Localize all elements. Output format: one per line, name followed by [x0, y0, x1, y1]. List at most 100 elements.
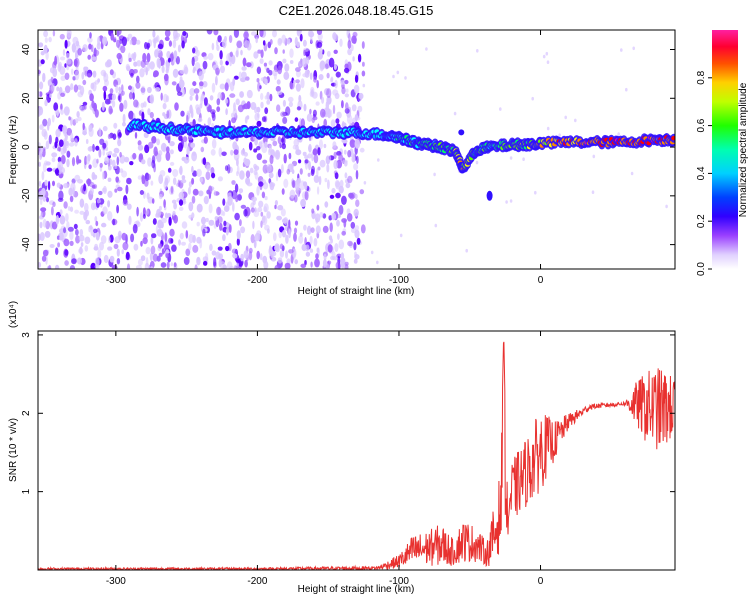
noise-speck [274, 149, 281, 160]
noise-speck [40, 207, 47, 213]
noise-speck [202, 81, 208, 88]
noise-speck [92, 143, 95, 153]
noise-speck [146, 209, 149, 216]
noise-speck [353, 208, 359, 217]
noise-speck [196, 236, 202, 244]
noise-speck [126, 263, 131, 269]
noise-speck [96, 158, 99, 164]
noise-speck [126, 177, 132, 185]
noise-speck [319, 60, 326, 70]
y-tick-label: 1 [21, 488, 32, 494]
noise-speck [59, 209, 63, 216]
noise-speck [216, 106, 221, 112]
noise-speck [102, 185, 107, 195]
noise-speck [141, 175, 146, 185]
noise-speck [206, 164, 211, 172]
noise-speck [156, 208, 161, 218]
noise-speck [99, 162, 103, 168]
noise-speck [347, 48, 352, 56]
noise-speck [257, 82, 261, 92]
noise-speck [264, 224, 270, 231]
noise-speck [236, 40, 243, 48]
noise-speck [117, 138, 122, 147]
noise-speck [325, 100, 329, 111]
noise-speck [337, 233, 340, 241]
noise-speck [266, 99, 271, 105]
noise-speck [98, 148, 102, 158]
noise-speck [399, 233, 403, 238]
noise-speck [170, 186, 174, 195]
noise-speck [256, 78, 260, 83]
noise-speck [117, 129, 122, 139]
noise-speck [149, 252, 153, 262]
noise-speck [304, 190, 309, 201]
noise-speck [545, 51, 549, 56]
noise-speck [190, 142, 196, 148]
noise-speck [94, 243, 99, 251]
noise-speck [85, 219, 91, 225]
noise-speck [250, 102, 257, 110]
noise-speck [311, 151, 314, 162]
noise-speck [149, 111, 154, 119]
noise-speck [178, 79, 185, 89]
noise-speck [288, 219, 291, 229]
noise-speck [274, 200, 278, 206]
noise-speck [133, 61, 138, 67]
noise-speck [219, 59, 223, 66]
noise-speck [38, 106, 44, 116]
noise-speck [294, 179, 300, 190]
noise-speck [82, 101, 88, 106]
noise-speck [243, 157, 247, 165]
noise-speck [262, 255, 268, 264]
noise-speck [97, 78, 100, 83]
noise-speck [215, 251, 221, 260]
noise-speck [109, 69, 114, 76]
noise-speck [354, 193, 358, 200]
noise-speck [222, 234, 226, 242]
noise-speck [63, 238, 70, 247]
noise-speck [277, 204, 284, 211]
noise-speck [58, 61, 62, 69]
noise-speck [56, 86, 60, 92]
noise-speck [324, 63, 329, 70]
noise-speck [60, 154, 66, 165]
noise-speck [122, 121, 126, 127]
noise-speck [293, 79, 296, 84]
noise-speck [87, 73, 92, 78]
noise-speck [326, 108, 333, 118]
noise-speck [95, 145, 100, 151]
noise-speck [185, 248, 191, 257]
noise-speck [107, 190, 113, 198]
noise-speck [39, 124, 44, 130]
noise-speck [322, 225, 329, 233]
noise-speck [357, 53, 362, 63]
noise-speck [191, 56, 195, 67]
noise-speck [620, 48, 623, 52]
noise-speck [323, 143, 327, 149]
noise-speck [72, 187, 75, 197]
noise-speck [294, 220, 299, 226]
noise-speck [217, 176, 223, 182]
noise-speck [56, 182, 61, 188]
noise-speck [83, 66, 89, 71]
noise-speck [40, 59, 45, 65]
noise-speck [192, 244, 199, 253]
noise-speck [223, 220, 227, 227]
noise-speck [240, 226, 246, 234]
noise-speck [115, 84, 119, 94]
noise-speck [240, 204, 247, 209]
y-tick-label: -20 [21, 188, 32, 203]
noise-speck [328, 235, 333, 241]
noise-speck [95, 231, 100, 241]
noise-speck [41, 128, 47, 138]
noise-speck [262, 40, 266, 46]
noise-speck [223, 205, 230, 212]
noise-speck [335, 118, 340, 124]
noise-speck [370, 250, 374, 255]
noise-speck [205, 217, 209, 223]
noise-speck [52, 180, 55, 187]
noise-speck [245, 170, 251, 178]
noise-speck [210, 149, 216, 156]
noise-speck [93, 49, 100, 56]
noise-speck [243, 208, 248, 217]
